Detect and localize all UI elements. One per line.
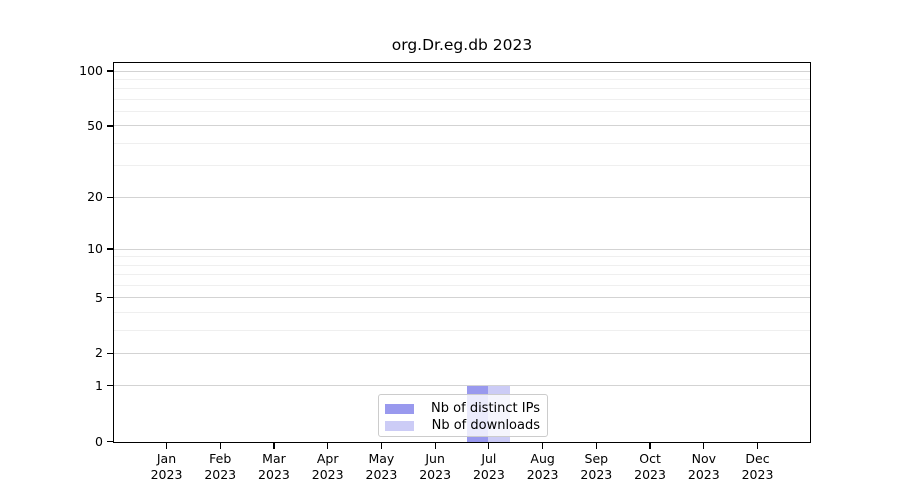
x-tick-label-line: Jan bbox=[156, 451, 177, 466]
x-tick-label: Feb 2023 bbox=[190, 451, 250, 483]
x-tick-label-line: 2023 bbox=[258, 467, 290, 482]
x-tick-mark bbox=[649, 443, 651, 449]
chart-title: org.Dr.eg.db 2023 bbox=[391, 36, 533, 54]
x-tick-mark bbox=[327, 443, 329, 449]
grid-layer bbox=[114, 63, 810, 442]
x-tick-label-line: Aug bbox=[530, 451, 555, 466]
gridline-major bbox=[114, 125, 810, 127]
y-tick-label: 1 bbox=[95, 377, 103, 393]
y-tick-mark bbox=[107, 196, 113, 198]
plot-area: Nb of distinct IPs Nb of downloads bbox=[113, 62, 811, 443]
x-tick-label-line: Apr bbox=[316, 451, 339, 466]
y-tick-label: 5 bbox=[95, 289, 103, 305]
x-tick-mark bbox=[756, 443, 759, 449]
x-tick-label-line: Dec bbox=[745, 451, 770, 466]
x-tick-label: Jan 2023 bbox=[137, 451, 197, 483]
y-tick-label: 50 bbox=[87, 117, 103, 133]
gridline-minor bbox=[114, 88, 810, 90]
x-tick-mark bbox=[380, 443, 382, 449]
y-tick-label: 2 bbox=[95, 345, 103, 361]
y-tick-label: 20 bbox=[87, 189, 103, 205]
y-tick-mark bbox=[107, 125, 113, 127]
gridline-minor bbox=[114, 165, 810, 167]
x-tick-label-line: 2023 bbox=[419, 467, 452, 482]
legend-swatch-distinct-ips bbox=[385, 403, 414, 414]
y-tick-mark bbox=[107, 70, 113, 72]
x-tick-mark bbox=[165, 443, 168, 449]
x-tick-mark bbox=[542, 443, 544, 449]
legend-item: Nb of downloads bbox=[385, 417, 540, 434]
gridline-major bbox=[114, 297, 810, 299]
x-tick-label: Mar 2023 bbox=[244, 451, 304, 483]
x-tick-label-line: 2023 bbox=[150, 467, 183, 482]
gridline-minor bbox=[114, 264, 810, 266]
gridline-major bbox=[114, 70, 810, 72]
gridline-major bbox=[114, 385, 810, 387]
x-tick-label-line: 2023 bbox=[365, 467, 398, 482]
x-tick-mark bbox=[219, 443, 221, 449]
y-tick-mark bbox=[107, 248, 113, 250]
bars-layer bbox=[114, 63, 810, 442]
legend-label: Nb of distinct IPs bbox=[431, 401, 540, 416]
legend-swatch-downloads bbox=[385, 420, 414, 431]
gridline-major bbox=[114, 248, 810, 250]
x-tick-label-line: 2023 bbox=[634, 467, 666, 482]
x-tick-label: Sep 2023 bbox=[566, 451, 626, 483]
x-tick-label-line: 2023 bbox=[472, 467, 505, 482]
x-tick-label: Dec 2023 bbox=[728, 451, 788, 483]
x-tick-label-line: 2023 bbox=[580, 467, 613, 482]
gridline-major bbox=[114, 352, 810, 354]
x-tick-mark bbox=[488, 443, 490, 449]
x-tick-label: Aug 2023 bbox=[513, 451, 573, 483]
gridline-minor bbox=[114, 274, 810, 276]
x-tick-label-line: Jun bbox=[425, 451, 445, 466]
x-tick-label: Jun 2023 bbox=[405, 451, 465, 483]
x-tick-label-line: 2023 bbox=[741, 467, 774, 482]
y-tick-mark bbox=[107, 440, 113, 443]
x-tick-mark bbox=[595, 443, 597, 449]
y-tick-label: 0 bbox=[95, 433, 103, 449]
y-tick-mark bbox=[107, 352, 113, 354]
x-tick-mark bbox=[434, 443, 436, 449]
x-tick-label-line: Jul bbox=[481, 451, 497, 466]
x-tick-label-line: Sep bbox=[584, 451, 609, 466]
gridline-minor bbox=[114, 111, 810, 113]
x-tick-label-line: 2023 bbox=[526, 467, 559, 482]
gridline-minor bbox=[114, 98, 810, 100]
x-tick-label-line: Nov bbox=[691, 451, 716, 466]
x-tick-label: Oct 2023 bbox=[620, 451, 680, 483]
legend-item: Nb of distinct IPs bbox=[385, 400, 540, 417]
x-tick-label-line: 2023 bbox=[311, 467, 344, 482]
x-tick-label: Jul 2023 bbox=[459, 451, 519, 483]
gridline-minor bbox=[114, 256, 810, 258]
gridline-minor bbox=[114, 142, 810, 144]
x-tick-label-line: 2023 bbox=[687, 467, 720, 482]
gridline-minor bbox=[114, 329, 810, 331]
y-tick-label: 100 bbox=[79, 63, 103, 79]
gridline-minor bbox=[114, 284, 810, 286]
legend-label: Nb of downloads bbox=[431, 418, 540, 433]
x-tick-label: May 2023 bbox=[351, 451, 411, 483]
x-tick-label: Apr 2023 bbox=[298, 451, 358, 483]
gridline-major bbox=[114, 196, 810, 198]
x-tick-label-line: 2023 bbox=[204, 467, 237, 482]
x-tick-mark bbox=[703, 443, 705, 449]
x-tick-label-line: Mar bbox=[262, 451, 286, 466]
x-tick-label: Nov 2023 bbox=[674, 451, 734, 483]
gridline-minor bbox=[114, 311, 810, 313]
legend: Nb of distinct IPs Nb of downloads bbox=[378, 394, 548, 437]
x-tick-label-line: May bbox=[368, 451, 395, 466]
y-tick-label: 10 bbox=[87, 241, 103, 257]
y-tick-mark bbox=[107, 385, 113, 387]
y-tick-mark bbox=[107, 297, 113, 299]
x-tick-mark bbox=[273, 443, 275, 449]
x-tick-label-line: Oct bbox=[639, 451, 661, 466]
x-tick-label-line: Feb bbox=[209, 451, 232, 466]
gridline-minor bbox=[114, 78, 810, 80]
